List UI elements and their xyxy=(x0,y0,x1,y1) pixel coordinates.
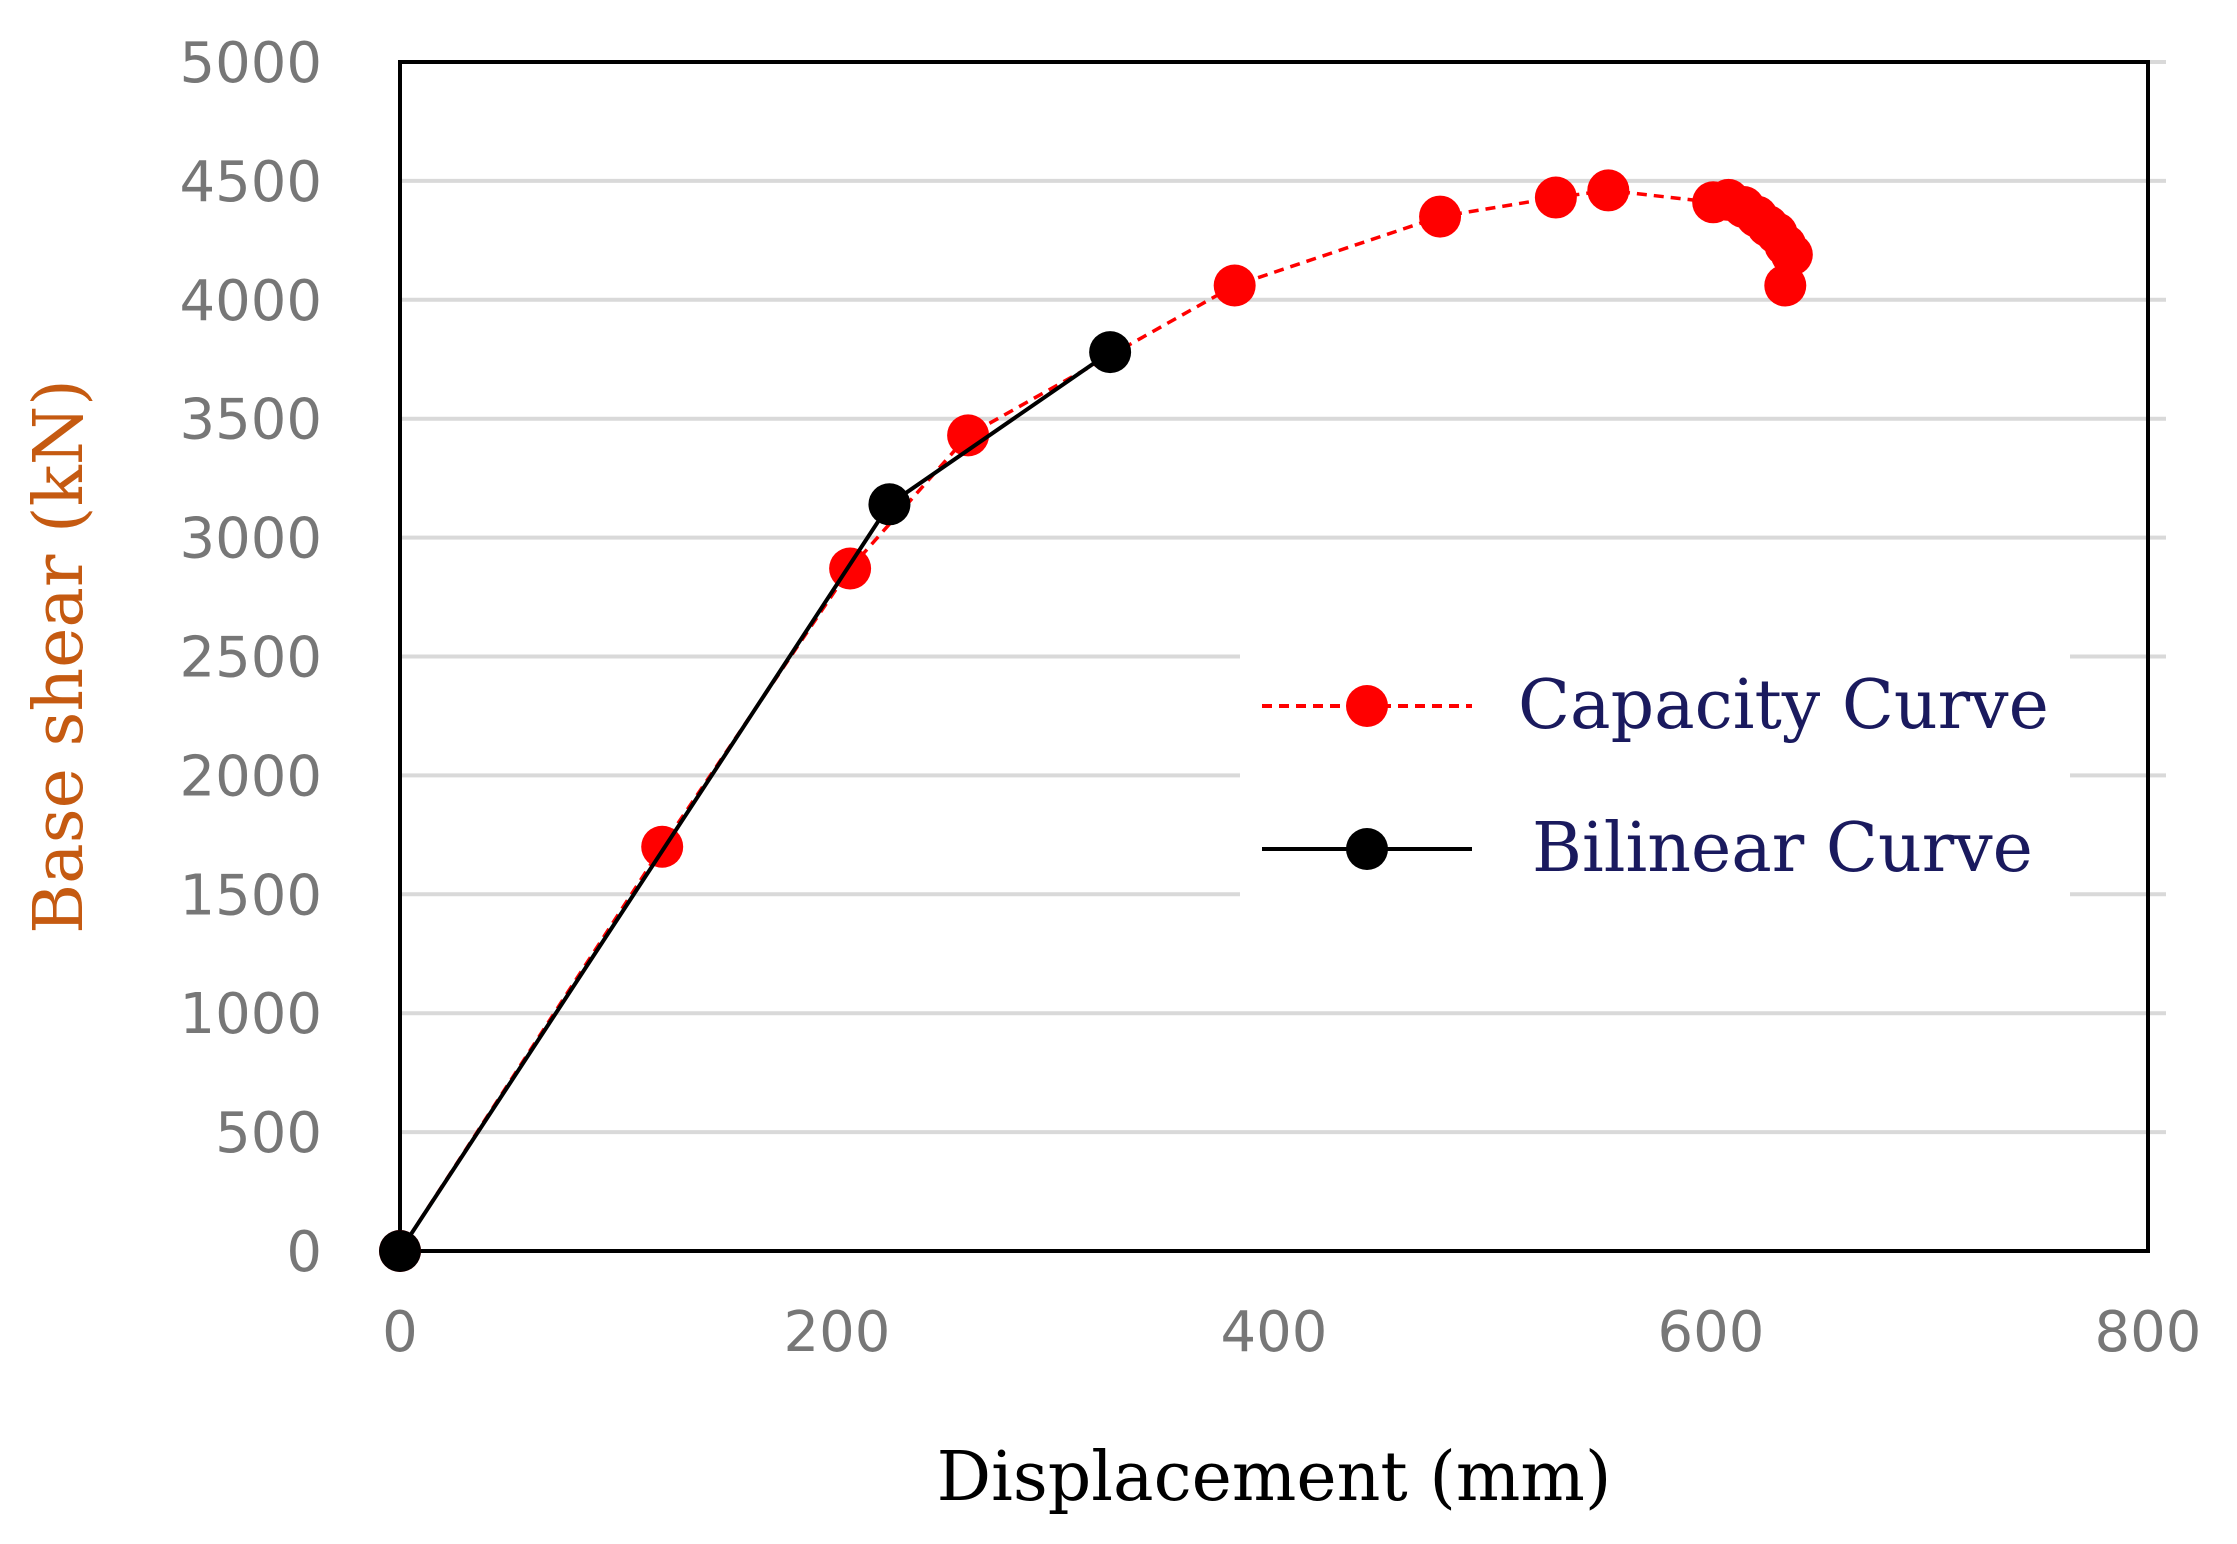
data-point xyxy=(1419,195,1462,238)
series-line xyxy=(398,350,1112,1253)
plot-area-frame xyxy=(398,60,2150,1253)
series-bilinear xyxy=(379,331,1132,1272)
x-tick-label: 200 xyxy=(784,1300,891,1365)
data-point xyxy=(379,1230,421,1272)
data-point xyxy=(868,483,911,526)
y-tick-label: 1000 xyxy=(179,982,322,1047)
y-tick-label: 3000 xyxy=(179,507,322,572)
data-point xyxy=(1089,331,1132,374)
y-axis-tick-labels: 0 500 1000 1500 2000 2500 3000 3500 4000 4500 5000 xyxy=(179,31,322,1285)
y-tick-label: 5000 xyxy=(179,31,322,96)
data-point xyxy=(1534,176,1577,219)
legend-item: Bilinear Curve xyxy=(1262,809,2033,888)
y-tick-label: 500 xyxy=(215,1101,322,1166)
y-tick-label: 2000 xyxy=(179,744,322,809)
x-axis-tick-labels: 0 200 400 600 800 xyxy=(382,1300,2201,1365)
data-point xyxy=(1587,169,1630,212)
y-tick-label: 2500 xyxy=(179,626,322,691)
legend-item: Capacity Curve xyxy=(1262,666,2049,745)
gridlines xyxy=(400,60,2166,1135)
legend-marker xyxy=(1346,685,1388,727)
legend-label: Bilinear Curve xyxy=(1532,809,2033,888)
y-axis-title: Base shear (kN) xyxy=(20,379,99,934)
legend: Capacity Curve Bilinear Curve xyxy=(1240,650,2070,900)
legend-marker xyxy=(1346,828,1388,870)
x-tick-label: 600 xyxy=(1658,1300,1765,1365)
x-tick-label: 800 xyxy=(2095,1300,2202,1365)
x-tick-label: 0 xyxy=(382,1300,418,1365)
x-axis-title: Displacement (mm) xyxy=(937,1438,1612,1517)
legend-label: Capacity Curve xyxy=(1518,666,2049,745)
y-tick-label: 4000 xyxy=(179,269,322,334)
y-tick-label: 4500 xyxy=(179,150,322,215)
y-tick-label: 3500 xyxy=(179,388,322,453)
y-tick-label: 0 xyxy=(286,1220,322,1285)
data-point xyxy=(1764,264,1807,307)
x-tick-label: 400 xyxy=(1221,1300,1328,1365)
data-point xyxy=(947,414,990,457)
series-layer xyxy=(379,169,1813,1272)
y-tick-label: 1500 xyxy=(179,863,322,928)
data-point xyxy=(1213,264,1256,307)
